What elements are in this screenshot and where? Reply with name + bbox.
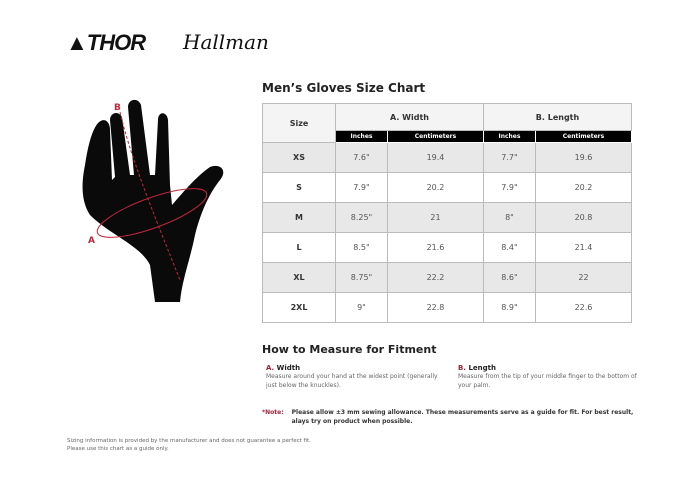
size-cell: 2XL — [262, 292, 336, 323]
length-header: B. Length — [482, 103, 633, 131]
value-cell: 8.9" — [482, 292, 536, 323]
value-cell: 7.6" — [335, 142, 388, 173]
value-cell: 20.2 — [386, 172, 484, 203]
length-instruction: B. Length Measure from the tip of your m… — [458, 364, 638, 390]
size-cell: XL — [262, 262, 336, 293]
value-cell: 8.6" — [482, 262, 536, 293]
value-cell: 7.7" — [482, 142, 536, 173]
value-cell: 8" — [482, 202, 536, 233]
footer: Sizing information is provided by the ma… — [67, 437, 311, 453]
width-header: A. Width — [335, 103, 484, 131]
b-key: B. — [458, 364, 466, 372]
value-cell: 7.9" — [335, 172, 388, 203]
value-cell: 22.2 — [386, 262, 484, 293]
value-cell: 21.4 — [534, 232, 633, 263]
table-row: XS 7.6" 19.4 7.7" 19.6 — [262, 142, 633, 173]
thor-logo-text: THOR — [86, 30, 146, 55]
hallman-logo: Hallman — [183, 30, 269, 54]
a-key: A. — [266, 364, 275, 372]
sub-header: Centimeters — [386, 130, 484, 143]
table-row: XL 8.75" 22.2 8.6" 22 — [262, 262, 633, 293]
value-cell: 22.6 — [534, 292, 633, 323]
glove-diagram: B A — [82, 99, 224, 303]
a-desc: Measure around your hand at the widest p… — [266, 373, 438, 389]
value-cell: 21.6 — [386, 232, 484, 263]
value-cell: 19.4 — [386, 142, 484, 173]
page-title: Men’s Gloves Size Chart — [262, 81, 426, 95]
value-cell: 21 — [386, 202, 484, 233]
sub-header: Inches — [482, 130, 536, 143]
label-b: B — [114, 103, 121, 113]
length-measure-line — [119, 111, 181, 281]
footer-line: Sizing information is provided by the ma… — [67, 438, 311, 444]
label-a: A — [88, 236, 95, 246]
size-cell: L — [262, 232, 336, 263]
footer-line: Please use this chart as a guide only. — [67, 446, 169, 452]
table-row: S 7.9" 20.2 7.9" 20.2 — [262, 172, 633, 203]
width-instruction: A. Width Measure around your hand at the… — [266, 364, 446, 390]
sub-header: Centimeters — [534, 130, 633, 143]
value-cell: 9" — [335, 292, 388, 323]
glove-silhouette — [82, 99, 224, 303]
value-cell: 8.4" — [482, 232, 536, 263]
value-cell: 8.5" — [335, 232, 388, 263]
width-measure-line — [96, 188, 208, 238]
a-label: Width — [276, 364, 301, 372]
value-cell: 8.25" — [335, 202, 388, 233]
value-cell: 19.6 — [534, 142, 633, 173]
size-table: Size A. Width B. Length Inches Centimete… — [262, 103, 633, 323]
note-key: *Note: — [262, 409, 284, 416]
thor-logo: ▲THOR — [66, 30, 146, 55]
note: *Note: Please allow ±3 mm sewing allowanc… — [262, 408, 637, 426]
value-cell: 22.8 — [386, 292, 484, 323]
value-cell: 7.9" — [482, 172, 536, 203]
value-cell: 20.8 — [534, 202, 633, 233]
value-cell: 8.75" — [335, 262, 388, 293]
b-label: Length — [468, 364, 496, 372]
value-cell: 22 — [534, 262, 633, 293]
b-desc: Measure from the tip of your middle fing… — [458, 373, 637, 389]
size-header: Size — [262, 103, 336, 143]
value-cell: 20.2 — [534, 172, 633, 203]
sub-header: Inches — [335, 130, 388, 143]
table-row: L 8.5" 21.6 8.4" 21.4 — [262, 232, 633, 263]
howto-title: How to Measure for Fitment — [262, 343, 437, 356]
size-cell: M — [262, 202, 336, 233]
size-cell: S — [262, 172, 336, 203]
table-row: 2XL 9" 22.8 8.9" 22.6 — [262, 292, 633, 323]
note-text: Please allow ±3 mm sewing allowance. The… — [291, 409, 634, 425]
table-row: M 8.25" 21 8" 20.8 — [262, 202, 633, 233]
size-cell: XS — [262, 142, 336, 173]
